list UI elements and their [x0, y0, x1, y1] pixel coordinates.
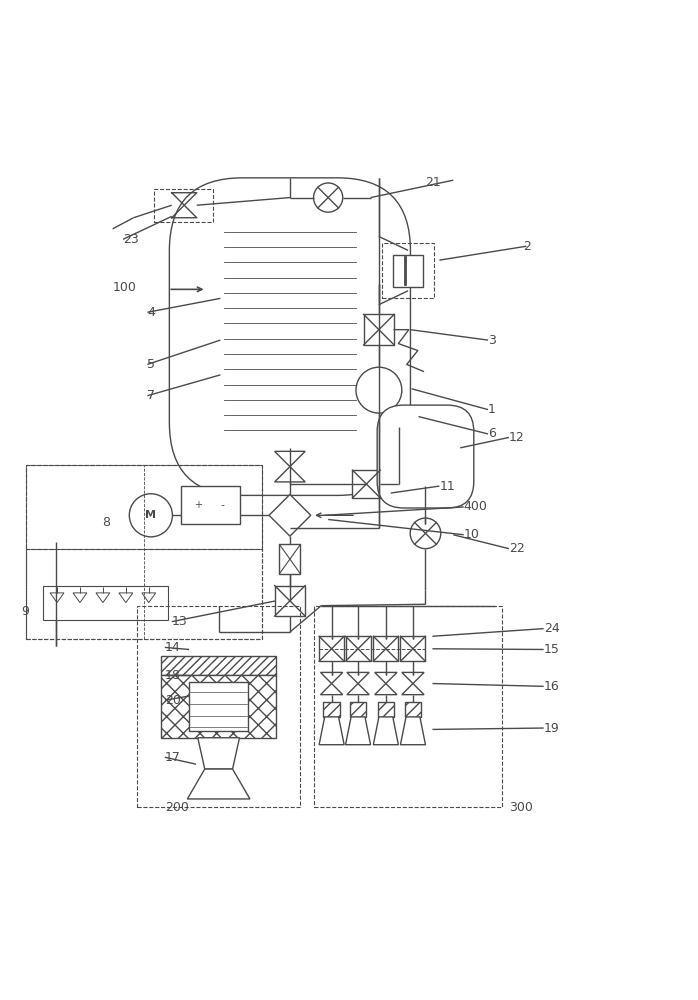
- Polygon shape: [187, 769, 250, 799]
- Polygon shape: [274, 467, 305, 482]
- Bar: [181, 486, 240, 524]
- Text: 11: 11: [439, 480, 455, 493]
- Text: M: M: [145, 510, 156, 520]
- Bar: [346, 636, 371, 661]
- Circle shape: [129, 494, 172, 537]
- Bar: [26, 549, 262, 639]
- Circle shape: [313, 183, 343, 212]
- Polygon shape: [274, 451, 305, 467]
- Bar: [405, 702, 422, 717]
- Text: 10: 10: [463, 528, 480, 541]
- Circle shape: [356, 367, 402, 413]
- Text: +: +: [195, 500, 202, 510]
- Polygon shape: [375, 684, 397, 695]
- Bar: [401, 636, 426, 661]
- Text: 5: 5: [147, 358, 156, 371]
- Polygon shape: [50, 593, 64, 603]
- Polygon shape: [320, 672, 343, 684]
- Text: 14: 14: [165, 641, 181, 654]
- Bar: [319, 636, 344, 661]
- Text: 22: 22: [509, 542, 525, 555]
- Text: 8: 8: [102, 516, 110, 529]
- Bar: [382, 243, 434, 298]
- Bar: [161, 656, 276, 675]
- Polygon shape: [401, 717, 426, 745]
- Polygon shape: [320, 684, 343, 695]
- Circle shape: [410, 518, 440, 549]
- Polygon shape: [198, 738, 239, 769]
- Bar: [26, 465, 262, 639]
- Polygon shape: [319, 717, 344, 745]
- Text: 6: 6: [488, 427, 496, 440]
- FancyBboxPatch shape: [170, 178, 410, 495]
- Bar: [364, 314, 394, 345]
- Text: 19: 19: [544, 722, 559, 735]
- Bar: [189, 682, 248, 731]
- Bar: [137, 606, 300, 807]
- Polygon shape: [142, 593, 156, 603]
- Text: 1: 1: [488, 403, 496, 416]
- Bar: [161, 675, 276, 738]
- Text: 100: 100: [112, 281, 137, 294]
- Text: 23: 23: [123, 233, 139, 246]
- Polygon shape: [96, 593, 110, 603]
- Bar: [279, 544, 300, 574]
- Text: 9: 9: [21, 605, 29, 618]
- Bar: [314, 606, 502, 807]
- Bar: [373, 636, 399, 661]
- Text: 3: 3: [488, 334, 496, 347]
- Text: 300: 300: [509, 801, 533, 814]
- Polygon shape: [347, 672, 369, 684]
- Bar: [352, 470, 380, 498]
- Text: 18: 18: [165, 669, 181, 682]
- Text: 4: 4: [147, 306, 155, 319]
- Text: 17: 17: [165, 751, 181, 764]
- Text: 12: 12: [509, 431, 525, 444]
- Polygon shape: [269, 494, 311, 536]
- Text: 2: 2: [523, 240, 530, 253]
- Bar: [378, 702, 394, 717]
- Polygon shape: [373, 717, 399, 745]
- Polygon shape: [402, 672, 424, 684]
- Polygon shape: [73, 593, 87, 603]
- Text: 13: 13: [172, 615, 188, 628]
- Polygon shape: [347, 684, 369, 695]
- Bar: [274, 586, 305, 616]
- Text: 200: 200: [165, 801, 188, 814]
- Polygon shape: [402, 684, 424, 695]
- Text: 24: 24: [544, 622, 559, 635]
- Polygon shape: [346, 717, 371, 745]
- Text: 7: 7: [147, 389, 156, 402]
- Bar: [393, 255, 423, 287]
- Bar: [26, 465, 262, 549]
- Bar: [43, 586, 168, 620]
- Bar: [323, 702, 340, 717]
- FancyBboxPatch shape: [377, 405, 474, 508]
- Text: 21: 21: [426, 176, 441, 189]
- Bar: [154, 189, 214, 222]
- Polygon shape: [119, 593, 133, 603]
- Polygon shape: [375, 672, 397, 684]
- Text: 16: 16: [544, 680, 559, 693]
- Text: -: -: [220, 500, 224, 510]
- Text: 20: 20: [165, 694, 181, 707]
- Text: 15: 15: [544, 643, 560, 656]
- Text: 400: 400: [463, 500, 488, 513]
- Bar: [350, 702, 366, 717]
